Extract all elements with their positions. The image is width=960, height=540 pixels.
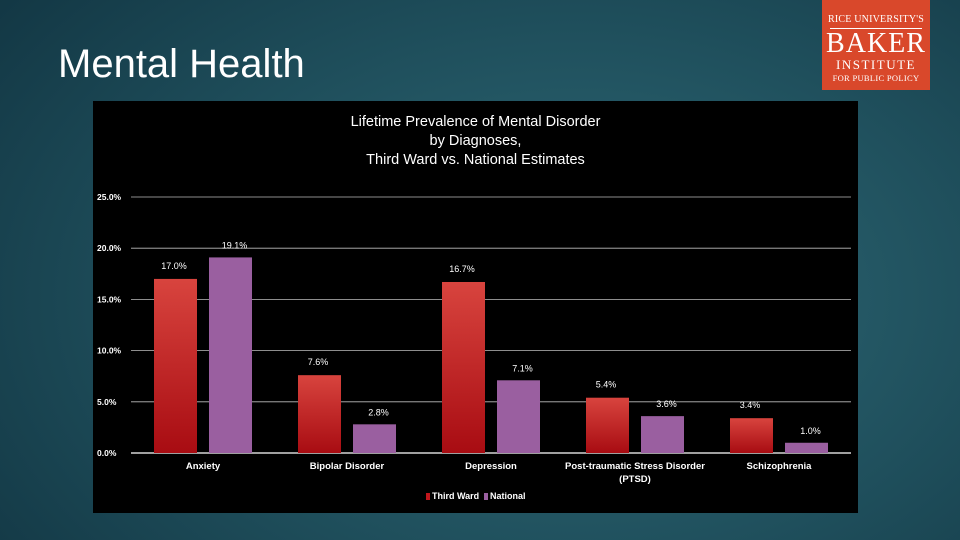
- bar-third-ward-3: [586, 397, 629, 453]
- logo-line-2: BAKER: [826, 28, 926, 59]
- y-tick-label: 20.0%: [97, 243, 122, 253]
- category-label: Anxiety: [186, 461, 221, 472]
- baker-institute-logo: RICE UNIVERSITY'S BAKER INSTITUTE FOR PU…: [822, 0, 930, 90]
- legend-swatch: [426, 493, 430, 500]
- legend-label: National: [490, 491, 526, 501]
- y-tick-label: 15.0%: [97, 294, 122, 304]
- data-label: 2.8%: [368, 407, 389, 417]
- category-label: Depression: [465, 461, 517, 472]
- bar-national-3: [641, 416, 684, 453]
- data-label: 3.6%: [656, 399, 677, 409]
- bar-national-2: [497, 380, 540, 453]
- legend-label: Third Ward: [432, 491, 479, 501]
- category-label: Schizophrenia: [747, 461, 813, 472]
- category-label: Post-traumatic Stress Disorder: [565, 461, 705, 472]
- chart-title-line-2: by Diagnoses,: [429, 133, 522, 149]
- y-tick-label: 25.0%: [97, 192, 122, 202]
- data-label: 17.0%: [161, 261, 187, 271]
- bar-national-4: [785, 442, 828, 453]
- bar-third-ward-1: [298, 375, 341, 453]
- logo-line-1: RICE UNIVERSITY'S: [827, 14, 925, 25]
- data-label: 7.6%: [308, 357, 329, 367]
- bar-third-ward-2: [442, 281, 485, 453]
- chart-title: Lifetime Prevalence of Mental Disorder b…: [93, 113, 858, 170]
- bar-national-1: [353, 424, 396, 453]
- y-tick-label: 5.0%: [97, 397, 117, 407]
- chart-panel: Lifetime Prevalence of Mental Disorder b…: [93, 101, 858, 513]
- logo-divider: [830, 28, 922, 29]
- category-label: Bipolar Disorder: [310, 461, 385, 472]
- category-label: (PTSD): [619, 474, 651, 485]
- data-label: 7.1%: [512, 363, 533, 373]
- chart-title-line-3: Third Ward vs. National Estimates: [366, 152, 585, 168]
- data-label: 16.7%: [449, 264, 475, 274]
- data-label: 1.0%: [800, 426, 821, 436]
- logo-line-3: INSTITUTE: [836, 57, 916, 72]
- y-tick-label: 10.0%: [97, 346, 122, 356]
- data-label: 3.4%: [740, 400, 761, 410]
- bar-chart: 0.0% 5.0% 10.0% 15.0% 20.0% 25.0% 17.0% 19.1% An…: [97, 192, 851, 501]
- bar-third-ward-0: [154, 278, 197, 453]
- slide-title: Mental Health: [58, 42, 305, 86]
- logo-line-4: FOR PUBLIC POLICY: [832, 73, 920, 83]
- legend-swatch: [484, 493, 488, 500]
- data-label: 5.4%: [596, 380, 617, 390]
- bar-national-0: [209, 257, 252, 453]
- chart-title-line-1: Lifetime Prevalence of Mental Disorder: [350, 114, 601, 130]
- bar-third-ward-4: [730, 418, 773, 453]
- y-tick-label: 0.0%: [97, 448, 117, 458]
- data-label: 19.1%: [222, 240, 248, 250]
